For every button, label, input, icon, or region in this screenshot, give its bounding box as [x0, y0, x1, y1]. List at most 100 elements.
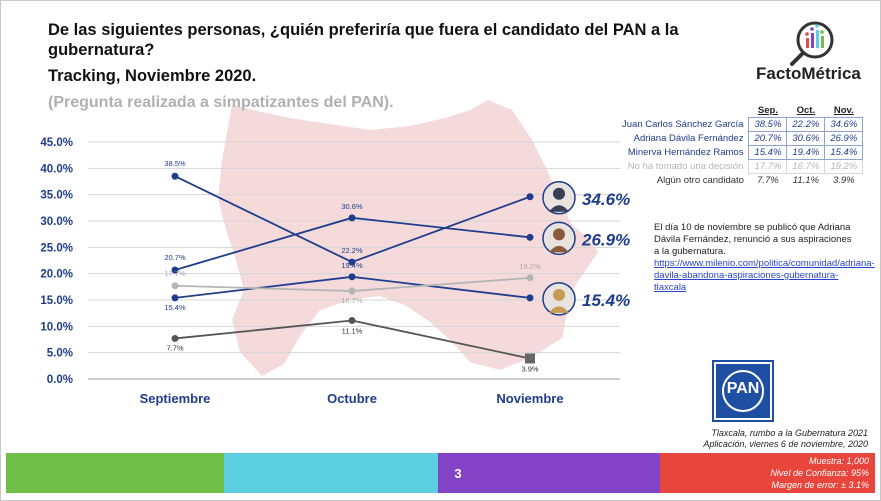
tlaxcala-map-shape — [218, 100, 598, 376]
data-point — [525, 353, 535, 364]
data-point — [171, 266, 179, 274]
y-axis: 0.0% 5.0% 10.0% 15.0% 20.0% 25.0% 30.0% 35.0% 40… — [40, 137, 73, 386]
table-row: No ha tomado una decisión 17.7% 16.7% 19… — [617, 159, 864, 174]
table-header-row: Sep. Oct. Nov. — [617, 104, 863, 118]
data-label: 15.4% — [164, 303, 186, 312]
series-group: 38.5% 22.2% 20.7% 30.6% 15.4% 19.4% 17.7% 16.7%… — [164, 159, 541, 373]
sample-size: Muestra: 1,000 — [808, 456, 869, 466]
chart-title: De las siguientes personas, ¿quién prefe… — [48, 21, 679, 59]
pan-logo: PAN — [712, 360, 774, 422]
pan-logo-text: PAN — [726, 380, 760, 397]
end-value-label: 26.9% — [581, 230, 630, 249]
table-header: Oct. — [796, 105, 816, 116]
page-number: 3 — [454, 466, 462, 481]
margin-of-error: Margen de error: ± 3.1% — [771, 480, 869, 490]
data-label: 7.7% — [166, 343, 183, 352]
data-point — [171, 172, 179, 180]
table-cell: 22.2% — [786, 117, 826, 132]
y-tick-label: 40.0% — [40, 163, 73, 175]
candidate-photo-body — [549, 245, 569, 253]
table-row: Algún otro candidato 7.7% 11.1% 3.9% — [617, 174, 863, 188]
data-label: 38.5% — [164, 159, 186, 168]
data-point — [348, 317, 356, 325]
row-label: Minerva Hernández Ramos — [627, 147, 744, 158]
row-label: Adriana Dávila Fernández — [633, 133, 744, 144]
table-cell: 34.6% — [824, 117, 864, 132]
footer-bar-purple — [438, 453, 660, 493]
data-label: 19.2% — [519, 262, 541, 271]
table-cell: 15.4% — [824, 145, 864, 160]
data-point — [526, 294, 534, 302]
confidence-level: Nivel de Confianza: 95% — [770, 468, 869, 478]
x-tick-label: Octubre — [327, 391, 377, 406]
news-text: El día 10 de noviembre se publicó que Ad… — [654, 222, 852, 257]
survey-info: Tlaxcala, rumbo a la Gubernatura 2021 Ap… — [600, 428, 868, 450]
table-cell: 30.6% — [786, 131, 826, 146]
table-cell: 26.9% — [824, 131, 864, 146]
x-tick-label: Septiembre — [140, 391, 211, 406]
footer-bar-cyan — [224, 453, 438, 493]
results-table: Sep. Oct. Nov. Juan Carlos Sánchez Garcí… — [617, 104, 864, 188]
table-row: Minerva Hernández Ramos 15.4% 19.4% 15.4… — [617, 145, 864, 160]
data-label: 17.7% — [164, 269, 186, 278]
data-label: 16.7% — [341, 296, 363, 305]
news-link[interactable]: https://www.milenio.com/politica/comunid… — [654, 258, 875, 293]
news-note: El día 10 de noviembre se publicó que Ad… — [654, 222, 875, 294]
data-label: 30.6% — [341, 202, 363, 211]
table-cell: 11.1% — [792, 175, 819, 186]
data-point — [526, 193, 534, 201]
table-cell: 19.2% — [824, 159, 864, 174]
data-label: 19.4% — [341, 261, 363, 270]
factometrica-icon — [790, 21, 834, 66]
chart-subtitle: Tracking, Noviembre 2020. — [48, 67, 257, 85]
row-label: Juan Carlos Sánchez García — [622, 119, 744, 130]
y-tick-label: 20.0% — [40, 269, 73, 281]
data-label: 20.7% — [164, 253, 186, 262]
data-label: 11.1% — [342, 327, 363, 336]
survey-date: Aplicación, viernes 6 de noviembre, 2020 — [703, 439, 868, 449]
x-tick-label: Noviembre — [496, 391, 563, 406]
candidate-photo-body — [549, 306, 569, 313]
end-value-label: 34.6% — [582, 190, 630, 209]
table-header: Nov. — [833, 105, 854, 116]
gridlines — [88, 141, 620, 380]
data-point — [171, 334, 179, 342]
x-axis: Septiembre Octubre Noviembre — [140, 391, 564, 406]
end-value-label: 15.4% — [582, 291, 630, 310]
table-row: Juan Carlos Sánchez García 38.5% 22.2% 3… — [617, 117, 864, 132]
table-cell: 20.7% — [748, 131, 788, 146]
sample-info: Muestra: 1,000 Nivel de Confianza: 95% M… — [660, 455, 869, 491]
y-tick-label: 10.0% — [40, 321, 73, 333]
data-label: 22.2% — [341, 246, 363, 255]
row-label: No ha tomado una decisión — [627, 161, 744, 172]
table-row: Adriana Dávila Fernández 20.7% 30.6% 26.… — [617, 131, 864, 146]
y-tick-label: 15.0% — [40, 295, 73, 307]
candidate-photo-head — [553, 288, 565, 301]
y-tick-label: 0.0% — [47, 374, 73, 386]
data-point — [526, 233, 534, 241]
table-cell: 7.7% — [757, 175, 779, 186]
footer-bar-green — [6, 453, 224, 493]
table-cell: 16.7% — [786, 159, 826, 174]
data-point — [171, 294, 179, 302]
y-tick-label: 5.0% — [47, 348, 73, 360]
data-point — [526, 274, 534, 282]
footer-bar-red — [660, 453, 875, 493]
y-tick-label: 45.0% — [40, 137, 73, 149]
data-label: 3.9% — [521, 364, 538, 373]
data-point — [348, 258, 356, 266]
row-label: Algún otro candidato — [656, 174, 744, 186]
brand-name: FactoMétrica — [756, 64, 861, 83]
question-note: (Pregunta realizada a simpatizantes del … — [48, 94, 394, 111]
survey-title: Tlaxcala, rumbo a la Gubernatura 2021 — [711, 428, 868, 438]
y-tick-label: 35.0% — [40, 190, 73, 202]
table-cell: 15.4% — [748, 145, 788, 160]
table-cell: 38.5% — [748, 117, 788, 132]
data-point — [171, 282, 179, 290]
candidate-photo-head — [553, 228, 565, 241]
candidate-photo-head — [553, 187, 565, 200]
candidate-photo-body — [549, 205, 569, 212]
data-point — [348, 214, 356, 222]
data-point — [348, 273, 356, 281]
